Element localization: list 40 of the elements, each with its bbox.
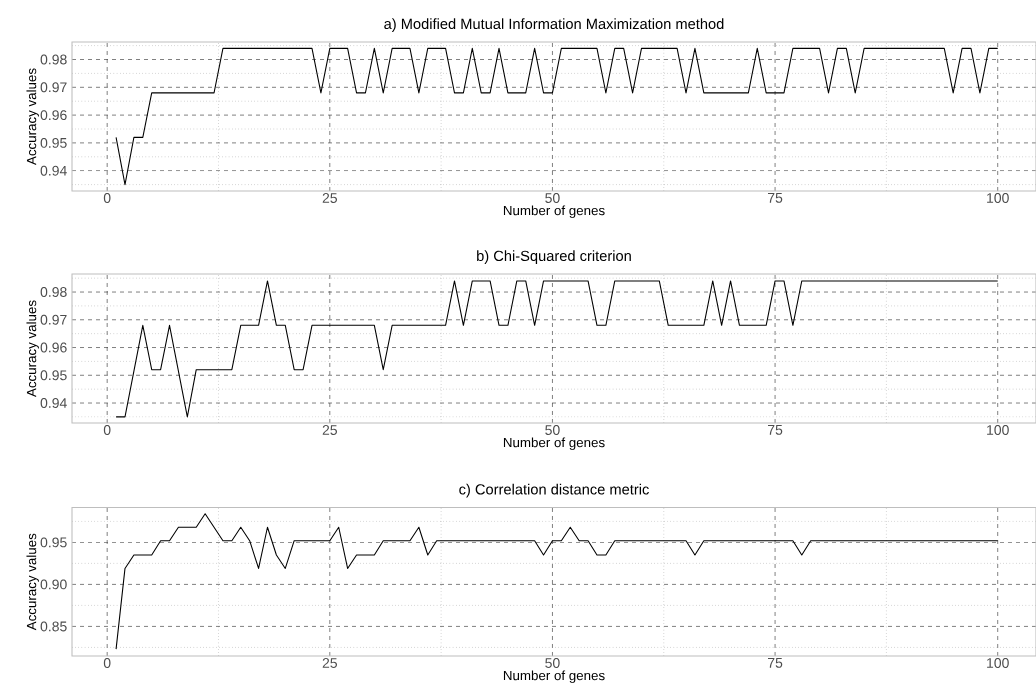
x-tick-label: 75 <box>768 658 783 668</box>
x-axis-title: Number of genes <box>503 670 605 683</box>
y-tick-label: 0.96 <box>40 110 67 121</box>
y-tick-label: 0.97 <box>40 314 67 325</box>
x-tick-label: 50 <box>545 193 560 203</box>
x-tick-label: 25 <box>322 425 337 435</box>
chart-title: b) Chi-Squared criterion <box>477 250 631 264</box>
y-tick-label: 0.95 <box>40 537 67 548</box>
x-axis-title: Number of genes <box>503 205 605 218</box>
y-axis-title: Accuracy values <box>26 300 39 398</box>
y-tick-label: 0.95 <box>40 137 67 148</box>
y-tick-label: 0.85 <box>40 621 67 632</box>
x-tick-label: 25 <box>322 658 337 668</box>
x-tick-label: 50 <box>545 425 560 435</box>
line-series <box>115 280 999 418</box>
x-tick-label: 0 <box>103 658 111 668</box>
x-tick-label: 0 <box>103 193 111 203</box>
y-tick-label: 0.94 <box>40 165 67 176</box>
line-series <box>115 513 999 650</box>
line-series <box>115 47 999 186</box>
x-tick-label: 0 <box>103 425 111 435</box>
chart-title: c) Correlation distance metric <box>459 483 649 498</box>
x-axis-title: Number of genes <box>503 437 605 450</box>
x-tick-label: 75 <box>768 193 783 203</box>
x-tick-label: 100 <box>987 193 1009 203</box>
x-tick-label: 50 <box>545 658 560 668</box>
x-tick-label: 100 <box>987 658 1009 668</box>
y-tick-label: 0.97 <box>40 82 67 93</box>
y-tick-label: 0.90 <box>40 579 67 590</box>
x-tick-label: 25 <box>322 193 337 203</box>
x-tick-label: 100 <box>987 425 1009 435</box>
y-tick-label: 0.96 <box>40 342 67 353</box>
y-axis-title: Accuracy values <box>26 533 39 631</box>
chart-title: a) Modified Mutual Information Maximization method <box>384 18 724 32</box>
y-tick-label: 0.98 <box>40 54 67 65</box>
x-tick-label: 75 <box>768 425 783 435</box>
y-tick-label: 0.98 <box>40 287 67 297</box>
y-tick-label: 0.94 <box>40 398 67 408</box>
y-axis-title: Accuracy values <box>26 68 39 166</box>
y-tick-label: 0.95 <box>40 370 67 381</box>
